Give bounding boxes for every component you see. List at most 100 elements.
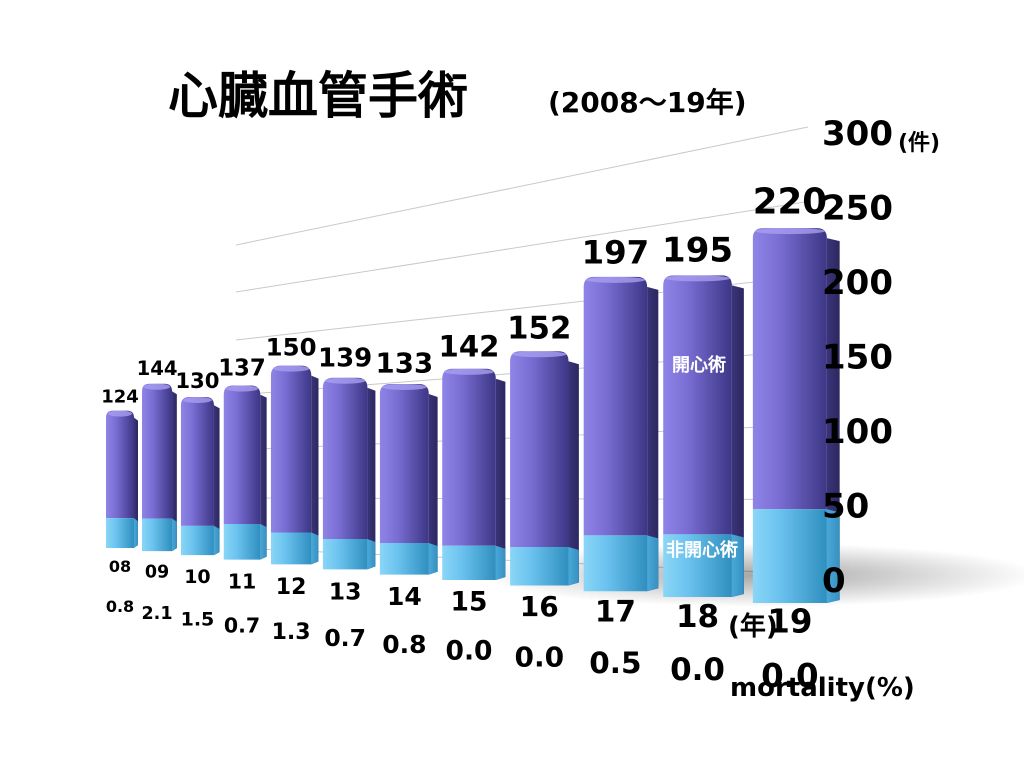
bar-top	[225, 385, 259, 392]
bar-open-heart	[583, 276, 648, 536]
x-tick-label: 14	[387, 582, 422, 611]
total-value-label: 150	[266, 332, 317, 361]
mortality-value-label: 0.8	[106, 597, 134, 616]
bar-side	[311, 375, 319, 565]
bar-non-open-heart	[142, 518, 173, 552]
bar-open-heart	[752, 228, 827, 510]
bar-top	[381, 383, 427, 390]
labels: 0 50 100 150 200 250 300 124 08 0.8 144 09 2.1 130 10 1…	[101, 114, 893, 695]
total-value-label: 220	[753, 182, 827, 223]
bar-side-lower	[311, 532, 319, 565]
bar-non-open-heart	[106, 518, 134, 548]
bar-top	[108, 410, 132, 417]
bar-open-heart	[322, 377, 368, 540]
total-value-label: 197	[582, 234, 650, 272]
bar-top	[182, 397, 212, 404]
mortality-value-label: 0.0	[761, 657, 819, 695]
total-value-label: 133	[376, 346, 434, 379]
bar-side-lower	[495, 545, 506, 580]
total-value-label: 152	[507, 310, 571, 346]
bar-side-lower	[568, 546, 579, 586]
legend-label-non-open-heart: 非開心術	[666, 539, 738, 561]
bar-top	[324, 377, 366, 384]
bar-side	[367, 387, 376, 570]
bar-top	[665, 275, 730, 282]
mortality-value-label: 0.5	[589, 646, 641, 680]
chart-title: 心臓血管手術	[168, 67, 468, 125]
bar-side-lower	[647, 535, 659, 592]
mortality-label: mortality(%)	[730, 673, 915, 703]
mortality-value-label: 0.7	[224, 613, 260, 637]
x-tick-label: 15	[451, 587, 488, 618]
mortality-value-label: 0.0	[446, 636, 493, 667]
bar-side	[647, 286, 659, 592]
bar-open-heart	[663, 275, 732, 535]
bar-side-lower	[731, 534, 744, 598]
bar-non-open-heart	[379, 543, 429, 575]
bar-non-open-heart	[270, 532, 312, 565]
bar-open-heart	[270, 365, 312, 533]
legend-label-open-heart: 開心術	[672, 354, 726, 376]
bar-non-open-heart	[322, 539, 368, 570]
bar-side-lower	[260, 524, 267, 560]
total-value-label: 137	[218, 356, 266, 382]
gridline	[235, 201, 809, 293]
bar-top	[585, 276, 646, 283]
x-tick-label: 19	[767, 603, 812, 641]
bar-non-open-heart	[180, 525, 214, 556]
bar-open-heart	[106, 410, 134, 519]
gridline	[235, 126, 809, 246]
total-value-label: 124	[101, 387, 139, 408]
bar-side-lower	[367, 539, 376, 570]
bar-side-lower	[826, 509, 840, 603]
mortality-value-label: 0.8	[382, 630, 426, 659]
y-tick-label: 50	[822, 487, 869, 527]
x-tick-label: 09	[145, 563, 169, 583]
y-tick-label: 150	[822, 338, 893, 378]
bar-side	[172, 391, 177, 552]
bar-top	[512, 351, 567, 358]
y-tick-label: 0	[822, 561, 846, 601]
bar-side-lower	[428, 543, 438, 575]
mortality-value-label: 2.1	[142, 604, 173, 624]
y-tick-label: 200	[822, 263, 893, 303]
bar-non-open-heart	[510, 546, 569, 586]
bar-open-heart	[442, 368, 496, 546]
chart-subtitle: (2008〜19年)	[548, 86, 747, 119]
x-tick-label: 16	[520, 590, 559, 623]
bar-open-heart	[379, 383, 429, 544]
bar-side-lower	[172, 518, 177, 552]
x-tick-label: 12	[276, 575, 307, 600]
total-value-label: 144	[137, 357, 178, 380]
x-tick-label: 18	[676, 599, 719, 635]
bar-non-open-heart	[442, 545, 496, 580]
bar-side	[495, 378, 506, 580]
mortality-value-label: 0.7	[324, 624, 366, 652]
bar-top	[272, 365, 310, 372]
mortality-value-label: 1.5	[181, 609, 215, 631]
mortality-value-label: 0.0	[514, 640, 564, 673]
y-unit-label: (件)	[898, 131, 940, 156]
bar-side	[428, 393, 438, 575]
total-value-label: 195	[662, 230, 733, 270]
mortality-value-label: 0.0	[670, 652, 725, 688]
y-tick-label: 300	[822, 114, 893, 154]
bar-top	[444, 368, 494, 375]
bar-side	[731, 285, 744, 598]
y-tick-label: 100	[822, 412, 893, 452]
bars	[106, 228, 840, 603]
bar-side-lower	[213, 525, 220, 556]
bar-open-heart	[180, 397, 214, 526]
bar-open-heart	[510, 351, 569, 547]
bar-side	[568, 361, 579, 586]
bar-side	[213, 405, 220, 556]
mortality-value-label: 1.3	[272, 620, 311, 645]
total-value-label: 139	[318, 344, 372, 374]
bar-non-open-heart	[663, 534, 732, 598]
bar-side-lower	[134, 518, 138, 548]
bar-non-open-heart	[223, 524, 261, 560]
total-value-label: 130	[175, 368, 219, 393]
bar-top	[144, 383, 171, 390]
bar-side	[260, 394, 267, 560]
